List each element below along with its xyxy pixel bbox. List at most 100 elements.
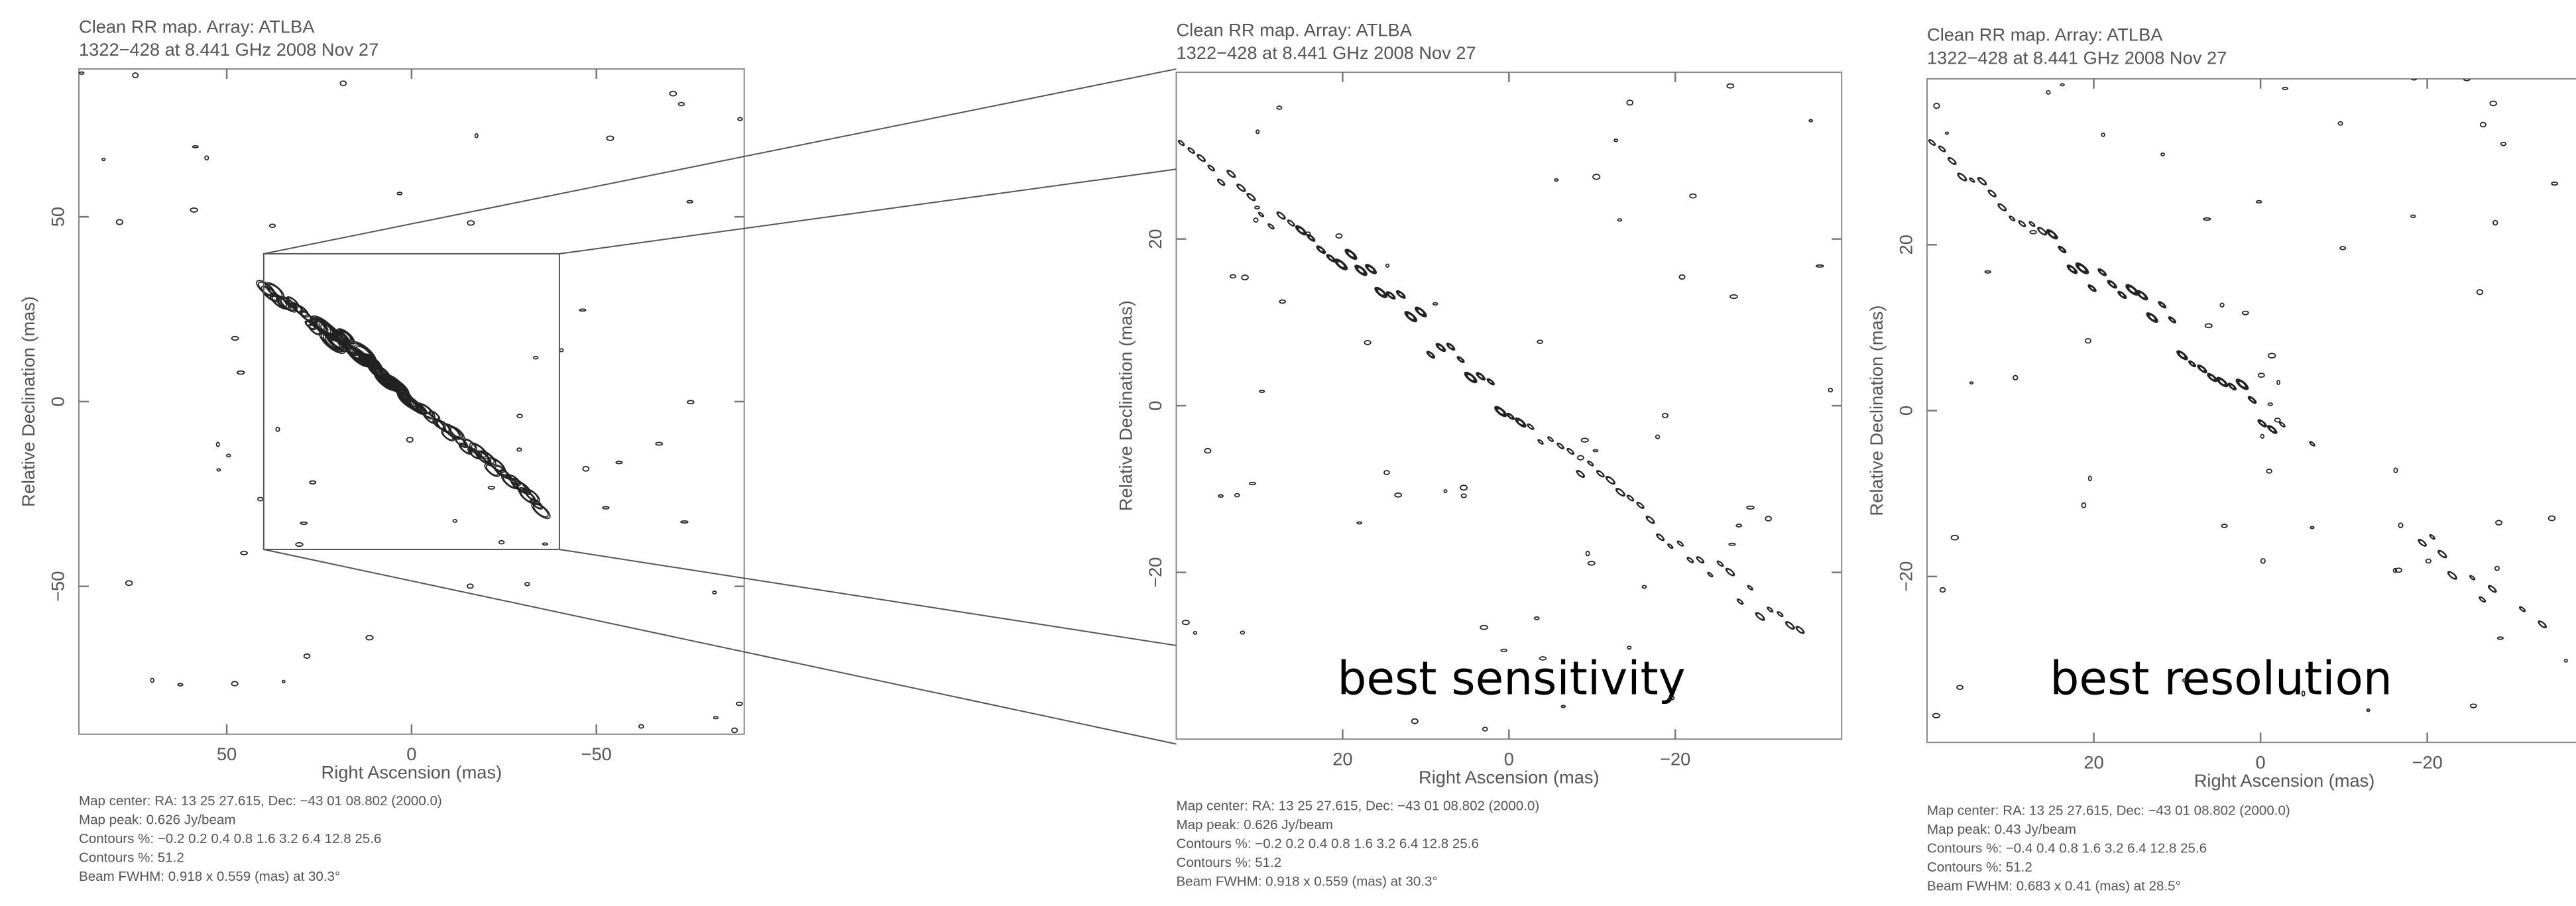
contour: [1493, 405, 1508, 418]
map-note: Contours %: −0.4 0.4 0.8 1.6 3.2 6.4 12.…: [1927, 841, 2207, 856]
contour: [1928, 139, 1936, 146]
contour: [1767, 606, 1773, 613]
contour: [1435, 342, 1446, 353]
noise-contour: [2471, 704, 2477, 707]
noise-contour: [1586, 551, 1590, 556]
noise-contour: [1588, 561, 1595, 565]
noise-contour: [2481, 123, 2486, 127]
noise-contour: [133, 73, 138, 78]
noise-contour: [1970, 382, 1973, 384]
x-tick-label: −20: [2412, 752, 2443, 773]
contour: [2168, 316, 2176, 324]
noise-contour: [687, 400, 694, 404]
noise-contour: [678, 103, 684, 106]
contour: [2279, 422, 2286, 427]
noise-contour: [1501, 650, 1507, 652]
noise-contour: [736, 702, 742, 705]
map-note: Beam FWHM: 0.918 x 0.559 (mas) at 30.3°: [79, 869, 340, 884]
contours: [80, 72, 742, 733]
plot-frame: [1176, 72, 1842, 739]
annotation: best sensitivity: [1337, 653, 1685, 706]
map-note: Map center: RA: 13 25 27.615, Dec: −43 0…: [1176, 798, 1539, 813]
noise-contour: [2477, 290, 2483, 294]
map-note: Contours %: −0.2 0.2 0.4 0.8 1.6 3.2 6.4…: [79, 831, 381, 846]
contour: [2028, 221, 2035, 227]
contour: [1426, 350, 1436, 359]
zoom-line: [264, 69, 1177, 254]
contour: [2247, 396, 2257, 405]
noise-contour: [237, 371, 245, 374]
y-tick-label: −20: [1896, 561, 1916, 592]
page: Clean RR map. Array: ATLBA 1322−428 at 8.…: [0, 0, 2576, 906]
contour: [1527, 423, 1535, 430]
x-axis-label: Right Ascension (mas): [1419, 767, 1600, 787]
contour: [2257, 418, 2268, 427]
y-tick-label: 50: [47, 207, 68, 227]
noise-contour: [270, 224, 276, 227]
noise-contour: [1204, 449, 1210, 453]
noise-contour: [2338, 122, 2342, 125]
contour: [1605, 475, 1616, 485]
noise-contour: [2089, 476, 2091, 481]
y-tick-label: 20: [1896, 235, 1916, 255]
noise-contour: [217, 469, 220, 471]
noise-contour: [1642, 585, 1646, 588]
zoom-line: [559, 169, 1177, 254]
map-note: Map peak: 0.626 Jy/beam: [1176, 817, 1332, 832]
contour: [1956, 172, 1967, 182]
noise-contour: [1433, 303, 1438, 306]
x-tick-label: −50: [581, 744, 612, 764]
map-note: Contours %: −0.2 0.2 0.4 0.8 1.6 3.2 6.4…: [1176, 836, 1478, 851]
contour: [2197, 364, 2208, 374]
noise-contour: [453, 520, 457, 522]
noise-contour: [1364, 341, 1370, 345]
contour: [1947, 156, 1957, 166]
contour: [1246, 192, 1257, 201]
contour: [1755, 611, 1766, 621]
noise-contour: [1561, 705, 1565, 707]
noise-contour: [1194, 632, 1197, 634]
noise-contour: [1535, 617, 1539, 620]
contour: [2266, 424, 2278, 435]
noise-contour: [2258, 373, 2264, 377]
x-axis-label: Right Ascension (mas): [322, 762, 502, 782]
map-subtitle: 1322−428 at 8.441 GHz 2008 Nov 27: [1927, 47, 2227, 68]
noise-contour: [366, 636, 373, 640]
noise-contour: [534, 357, 538, 359]
noise-contour: [217, 442, 219, 446]
noise-contour: [1240, 631, 1244, 634]
contour: [2215, 376, 2229, 388]
contour: [1587, 460, 1594, 467]
map-note: Map peak: 0.43 Jy/beam: [1927, 822, 2076, 837]
contour: [1938, 145, 1946, 152]
contour: [1276, 211, 1287, 220]
noise-contour: [670, 91, 676, 96]
noise-contour: [1277, 106, 1281, 109]
noise-contour: [310, 481, 316, 484]
noise-contour: [583, 467, 589, 471]
contour: [2447, 571, 2458, 581]
noise-contour: [1444, 490, 1446, 492]
y-tick-label: 20: [1145, 229, 1165, 249]
y-tick-label: 0: [47, 396, 68, 406]
noise-contour: [126, 581, 133, 585]
noise-contour: [1250, 482, 1256, 484]
noise-contour: [1593, 449, 1598, 451]
map-title: Clean RR map. Array: ATLBA: [79, 16, 315, 36]
contour: [1969, 177, 1975, 182]
noise-contour: [1254, 218, 1258, 222]
contour: [1537, 439, 1544, 445]
noise-contour: [2261, 559, 2265, 563]
x-tick-label: 20: [2083, 752, 2103, 773]
noise-contour: [1747, 506, 1754, 509]
noise-contour: [517, 448, 521, 451]
noise-contour: [1279, 300, 1285, 304]
contour: [1977, 176, 1987, 186]
contour: [1344, 248, 1358, 261]
noise-contour: [1679, 275, 1684, 279]
contour: [1506, 412, 1515, 420]
contour: [2188, 360, 2197, 368]
contour: [1707, 572, 1713, 578]
contour: [1576, 469, 1586, 479]
contour: [1207, 164, 1215, 172]
